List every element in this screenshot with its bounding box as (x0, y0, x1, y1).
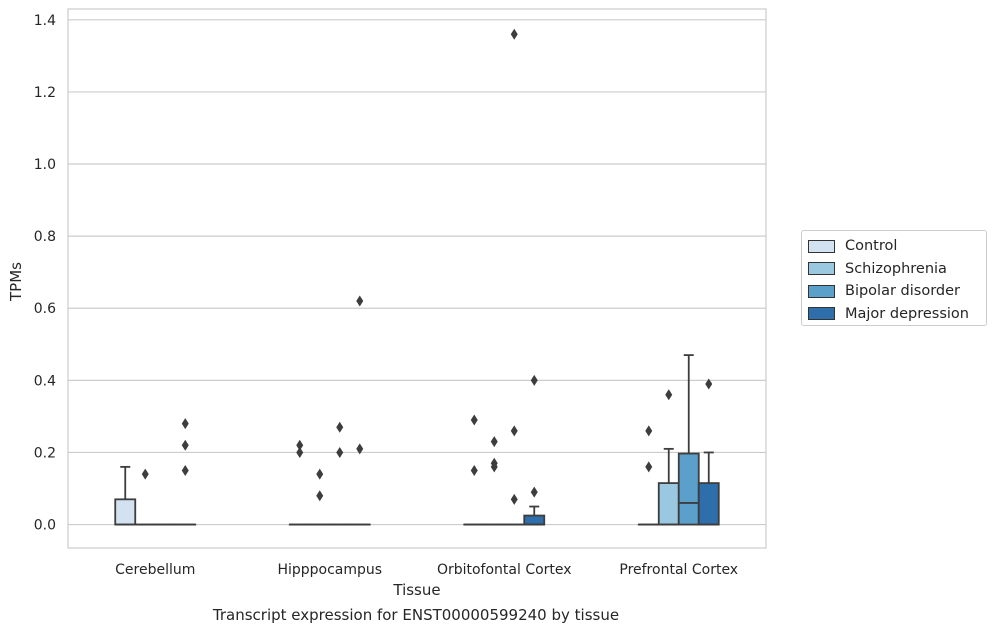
outlier-point (316, 468, 324, 480)
legend-item: Major depression (808, 303, 986, 326)
box-groups (114, 28, 720, 526)
gridlines (68, 19, 766, 526)
legend-swatch (808, 307, 835, 321)
box-1-3 (657, 389, 680, 526)
legend-swatch (808, 262, 835, 276)
box-body (523, 514, 546, 526)
y-tick-label: 0.2 (34, 445, 56, 461)
box-body (697, 482, 720, 526)
outlier-point (296, 439, 304, 451)
outlier-point (336, 446, 344, 458)
box-3-3 (697, 378, 720, 526)
y-tick-label: 0.4 (34, 373, 56, 389)
outlier-point (530, 374, 538, 386)
x-tick-label: Hipppocampus (277, 562, 382, 578)
x-tick-label: Orbitofontal Cortex (437, 562, 572, 578)
box-1-1 (308, 468, 331, 526)
y-tick-label: 0.8 (34, 229, 56, 245)
outlier-point (490, 461, 498, 473)
x-tick-label: Prefrontal Cortex (619, 562, 738, 578)
legend-label: Major depression (845, 305, 969, 322)
box-2-1 (328, 421, 351, 526)
outlier-point (141, 468, 149, 480)
chart-title: Transcript expression for ENST0000059924… (212, 606, 620, 624)
outlier-point (181, 439, 189, 451)
outlier-point (181, 464, 189, 476)
x-axis-title: Tissue (392, 581, 440, 599)
y-tick-label: 1.0 (34, 157, 56, 173)
box-3-2 (523, 374, 546, 526)
outlier-point (510, 28, 518, 40)
y-tick-label: 1.2 (34, 85, 56, 101)
box-body (677, 452, 700, 526)
outlier-point (530, 486, 538, 498)
outlier-point (510, 493, 518, 505)
x-tick-label: Cerebellum (115, 562, 195, 578)
outlier-point (510, 425, 518, 437)
outlier-point (296, 446, 304, 458)
outlier-point (645, 461, 653, 473)
legend: Control Schizophrenia Bipolar disorder Majo… (801, 230, 987, 326)
box-1-2 (483, 436, 506, 526)
outlier-point (336, 421, 344, 433)
box-0-1 (288, 439, 311, 526)
box-3-1 (348, 295, 371, 526)
outlier-point (645, 425, 653, 437)
legend-label: Schizophrenia (845, 260, 947, 277)
box-body (114, 498, 137, 526)
y-tick-labels: 0.0 0.2 0.4 0.6 0.8 1.0 1.2 1.4 (34, 13, 56, 534)
x-tick-labels: Cerebellum Hipppocampus Orbitofontal Corte… (115, 562, 738, 578)
outlier-point (356, 443, 364, 455)
box-body (657, 482, 680, 526)
outlier-point (665, 389, 673, 401)
box-3-0 (174, 418, 197, 526)
outlier-point (181, 418, 189, 430)
legend-swatch (808, 284, 835, 298)
box-2-2 (503, 28, 526, 526)
legend-item: Control (808, 235, 986, 258)
plot-frame (67, 8, 767, 549)
y-tick-label: 0.6 (34, 301, 56, 317)
box-1-0 (134, 468, 157, 526)
outlier-point (356, 295, 364, 307)
y-tick-label: 1.4 (34, 13, 56, 29)
legend-swatch (808, 239, 835, 253)
y-tick-label: 0.0 (34, 518, 56, 534)
outlier-point (470, 414, 478, 426)
outlier-point (470, 464, 478, 476)
box-0-2 (463, 414, 486, 526)
outlier-point (490, 436, 498, 448)
outlier-point (705, 378, 713, 390)
legend-label: Control (845, 238, 898, 255)
box-0-0 (114, 465, 137, 526)
legend-label: Bipolar disorder (845, 283, 960, 300)
legend-item: Bipolar disorder (808, 280, 986, 303)
legend-item: Schizophrenia (808, 258, 986, 281)
outlier-point (316, 490, 324, 502)
box-0-3 (637, 425, 660, 526)
y-axis-title: TPMs (7, 262, 25, 302)
